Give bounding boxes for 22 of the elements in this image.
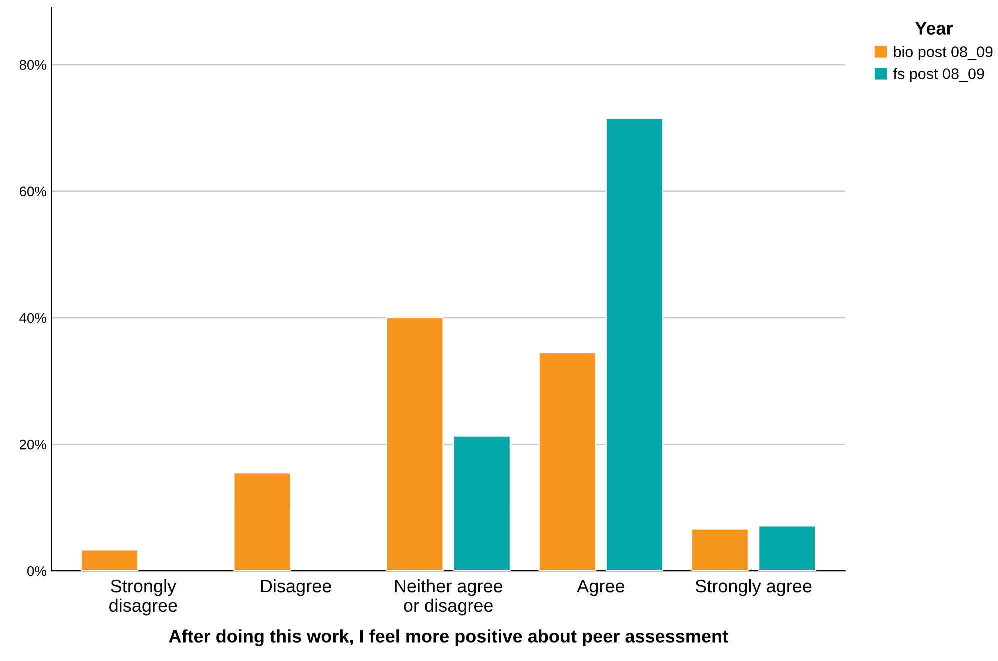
bar bbox=[538, 352, 596, 572]
bar bbox=[758, 526, 816, 572]
bar bbox=[386, 317, 444, 572]
bar bbox=[453, 436, 511, 572]
legend-label: fs post 08_09 bbox=[893, 68, 984, 82]
bar bbox=[606, 118, 664, 572]
y-tick-label: 60% bbox=[20, 186, 47, 197]
bar bbox=[81, 550, 139, 572]
y-tick-label: 0% bbox=[28, 566, 47, 576]
x-tick-label: Disagree bbox=[261, 579, 332, 596]
x-tick-label: Neither agree or disagree bbox=[395, 579, 503, 616]
x-axis-title: After doing this work, I feel more positive about peer assessment bbox=[169, 630, 728, 647]
bar bbox=[691, 528, 749, 572]
y-tick-label: 20% bbox=[20, 440, 47, 450]
legend-title: Year bbox=[915, 22, 954, 35]
x-tick-label: Strongly agree bbox=[696, 579, 812, 596]
legend-label: bio post 08_09 bbox=[894, 46, 993, 60]
bar bbox=[234, 472, 292, 572]
y-tick-label: 80% bbox=[20, 60, 47, 70]
x-tick-label: Strongly disagree bbox=[110, 579, 178, 616]
x-tick-label: Agree bbox=[577, 580, 624, 596]
y-tick-label: 40% bbox=[20, 313, 47, 324]
